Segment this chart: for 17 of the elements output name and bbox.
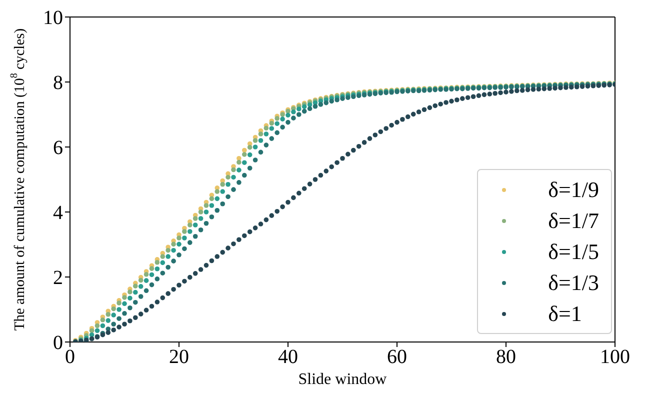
y-tick-label: 10: [43, 7, 63, 30]
x-tick-label: 80: [496, 346, 516, 368]
x-tick-label: 60: [387, 346, 407, 368]
y-tick-label: 6: [53, 137, 63, 160]
legend-label: δ=1: [548, 300, 582, 326]
legend-label: δ=1/7: [548, 208, 599, 234]
x-axis-title: Slide window: [298, 371, 388, 388]
x-tick-label: 40: [278, 346, 298, 368]
x-tick-label: 100: [600, 346, 630, 368]
y-tick-label: 0: [53, 332, 63, 354]
legend-label: δ=1/3: [548, 270, 599, 296]
y-tick-label: 2: [53, 267, 63, 290]
y-tick-label: 8: [53, 72, 63, 94]
legend-label: δ=1/9: [548, 176, 599, 202]
legend-label: δ=1/5: [548, 238, 599, 264]
x-tick-label: 20: [169, 346, 189, 368]
y-tick-label: 4: [53, 202, 63, 224]
